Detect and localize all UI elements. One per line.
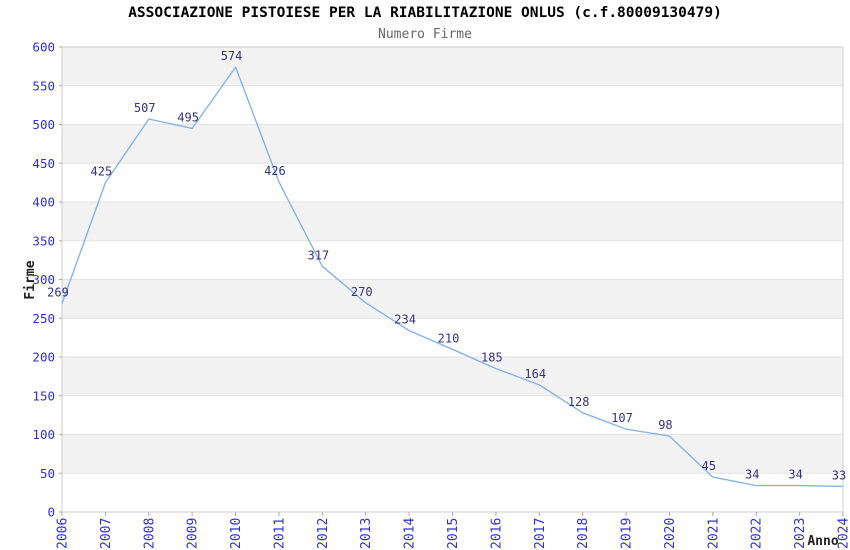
data-label: 234 <box>394 313 416 327</box>
data-label: 317 <box>307 248 329 262</box>
plot-band <box>62 473 843 512</box>
plot-band <box>62 395 843 435</box>
y-tick-label: 450 <box>32 156 55 171</box>
plot-band <box>62 240 843 280</box>
plot-band <box>62 202 843 241</box>
data-label: 128 <box>568 395 590 409</box>
y-tick-label: 200 <box>32 350 55 365</box>
y-tick-label: 250 <box>32 311 55 326</box>
data-label: 164 <box>524 367 546 381</box>
data-label: 185 <box>481 351 503 365</box>
data-label: 34 <box>788 468 802 482</box>
x-tick-label: 2023 <box>793 518 808 549</box>
x-axis-title: Anno <box>807 534 838 549</box>
y-tick-label: 150 <box>32 388 55 403</box>
data-label: 507 <box>134 101 156 115</box>
data-label: 45 <box>702 459 716 473</box>
plot-band <box>62 318 843 357</box>
x-tick-label: 2013 <box>359 518 374 549</box>
x-tick-label: 2024 <box>837 518 850 549</box>
x-tick-label: 2017 <box>533 518 548 549</box>
series-line <box>61 66 844 488</box>
data-label: 270 <box>351 285 373 299</box>
data-label: 495 <box>177 110 199 124</box>
data-label: 33 <box>832 468 846 482</box>
data-label: 425 <box>91 165 113 179</box>
data-label: 210 <box>438 331 460 345</box>
x-tick-label: 2008 <box>142 518 157 549</box>
x-tick-label: 2007 <box>99 518 114 549</box>
x-tick-label: 2019 <box>620 518 635 549</box>
x-tick-label: 2011 <box>272 518 287 549</box>
x-tick-label: 2006 <box>56 518 71 549</box>
data-label: 426 <box>264 164 286 178</box>
data-label: 574 <box>221 49 243 63</box>
data-label: 107 <box>611 411 633 425</box>
y-tick-label: 350 <box>32 233 55 248</box>
data-label: 34 <box>745 468 759 482</box>
data-label: 98 <box>658 418 672 432</box>
y-axis-title: Firme <box>23 260 38 299</box>
x-tick-label: 2012 <box>316 518 331 549</box>
plot-band <box>62 85 843 125</box>
x-tick-label: 2020 <box>663 518 678 549</box>
plot-band <box>62 163 843 202</box>
y-tick-label: 550 <box>32 78 55 93</box>
x-tick-label: 2022 <box>750 518 765 549</box>
x-tick-label: 2010 <box>229 518 244 549</box>
x-tick-label: 2021 <box>706 518 721 549</box>
y-tick-label: 300 <box>32 272 55 287</box>
y-tick-label: 600 <box>32 40 55 55</box>
y-tick-label: 400 <box>32 195 55 210</box>
x-tick-label: 2015 <box>446 518 461 549</box>
chart-subtitle: Numero Firme <box>378 27 472 42</box>
plot-band <box>62 47 843 86</box>
plot-band <box>62 279 843 319</box>
y-tick-label: 500 <box>32 117 55 132</box>
x-tick-label: 2018 <box>576 518 591 549</box>
x-tick-label: 2014 <box>403 518 418 549</box>
x-tick-label: 2016 <box>489 518 504 549</box>
y-tick-label: 0 <box>47 505 55 520</box>
y-tick-label: 100 <box>32 427 55 442</box>
plot-band <box>62 357 843 396</box>
plot-band <box>62 434 843 474</box>
x-tick-label: 2009 <box>186 518 201 549</box>
plot-band <box>62 124 843 164</box>
chart-title: ASSOCIAZIONE PISTOIESE PER LA RIABILITAZ… <box>128 5 722 21</box>
data-label: 269 <box>47 286 69 300</box>
y-tick-label: 50 <box>40 466 55 481</box>
